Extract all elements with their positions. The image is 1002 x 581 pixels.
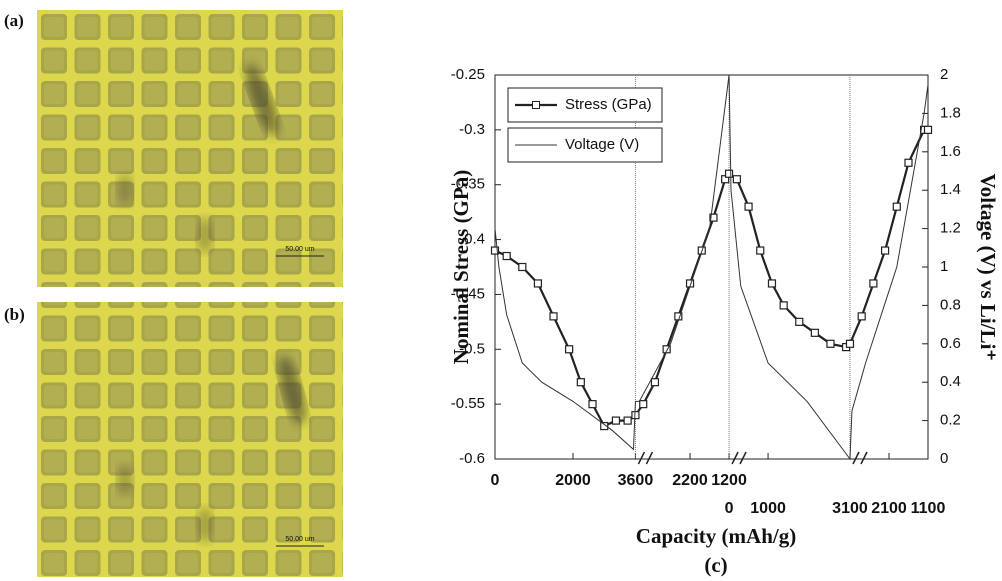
marker (779, 301, 788, 310)
axis-break (860, 451, 868, 465)
marker (732, 175, 741, 184)
axis-break (637, 451, 646, 465)
marker (892, 202, 901, 211)
micrograph-a (37, 10, 343, 287)
y-tick-label: -0.45 (451, 285, 485, 302)
y2-tick-label: 1.4 (940, 181, 961, 198)
y-tick-label: -0.25 (451, 66, 485, 83)
scale-bar-label: 50.00 um (285, 246, 314, 253)
y2-tick-label: 1.2 (940, 220, 961, 237)
x-tick-label: 1000 (750, 500, 786, 517)
marker (826, 339, 835, 348)
marker (767, 279, 777, 288)
marker (549, 312, 558, 321)
x-axis-title: Capacity (mAh/g) (636, 524, 796, 548)
marker (650, 378, 660, 387)
series-line (494, 74, 929, 461)
axis-break (852, 451, 860, 465)
panel-label: (b) (4, 305, 25, 324)
micrograph-b (37, 302, 343, 577)
marker (904, 158, 913, 167)
legend-label: Voltage (V) (565, 136, 639, 153)
marker (709, 213, 718, 222)
x-tick-label: 3100 (832, 500, 868, 517)
marker (724, 169, 734, 178)
panel-label: (c) (704, 553, 727, 577)
marker (869, 279, 878, 288)
marker (600, 421, 609, 431)
legend-box (507, 87, 663, 123)
y-tick-label: -0.55 (451, 395, 485, 412)
marker (744, 202, 753, 211)
marker (490, 246, 500, 255)
axis-break (739, 451, 747, 465)
y2-tick-label: 0.8 (940, 296, 961, 313)
y-tick-label: -0.6 (459, 450, 485, 467)
axis-break (645, 451, 654, 465)
y2-tick-label: 0.6 (940, 335, 961, 352)
y2-axis-title: Voltage (V) vs Li/Li⁺ (976, 173, 1000, 360)
marker (565, 345, 574, 354)
marker (810, 328, 819, 337)
x-tick-label: 0 (725, 500, 734, 517)
y-tick-label: -0.5 (459, 340, 485, 357)
x-tick-label: 3600 (618, 472, 654, 489)
y-axis-title: Nominal Stress (GPa) (449, 170, 473, 364)
marker (588, 400, 597, 409)
axis-break (731, 451, 739, 465)
x-tick-label: 1100 (911, 500, 946, 517)
chart: Capacity (mAh/g) Nominal Stress (GPa) Vo… (449, 74, 1000, 577)
y2-tick-label: 0.2 (940, 412, 961, 429)
x-tick-label: 0 (491, 472, 500, 489)
marker (923, 125, 933, 134)
marker (756, 246, 765, 255)
marker (662, 345, 671, 354)
y2-tick-label: 1 (940, 258, 948, 275)
marker (795, 317, 804, 326)
y2-tick-label: 2 (940, 66, 948, 83)
x-tick-label: 2100 (871, 500, 907, 517)
y2-tick-label: 0 (940, 450, 948, 467)
marker (576, 378, 585, 387)
y-tick-label: -0.35 (451, 176, 485, 193)
marker (845, 339, 855, 348)
marker (623, 416, 632, 425)
x-tick-label: 1200 (711, 472, 747, 489)
y-tick-label: -0.3 (459, 121, 485, 138)
marker (611, 416, 621, 425)
y2-tick-label: 0.4 (940, 373, 961, 390)
legend-label: Stress (GPa) (565, 96, 652, 113)
marker (857, 312, 866, 321)
marker (880, 246, 890, 255)
y2-tick-label: 1.6 (940, 143, 961, 160)
marker (502, 251, 511, 261)
series-line (494, 128, 928, 428)
panel-label: (a) (4, 11, 24, 30)
marker (533, 279, 543, 288)
y2-tick-label: 1.8 (940, 104, 961, 121)
x-tick-label: 2200 (672, 472, 708, 489)
x-tick-label: 2000 (555, 472, 591, 489)
y-tick-label: -0.4 (459, 231, 485, 248)
scale-bar-label: 50.00 um (285, 536, 314, 543)
legend-marker (532, 101, 540, 109)
marker (518, 262, 527, 272)
marker (639, 400, 648, 409)
